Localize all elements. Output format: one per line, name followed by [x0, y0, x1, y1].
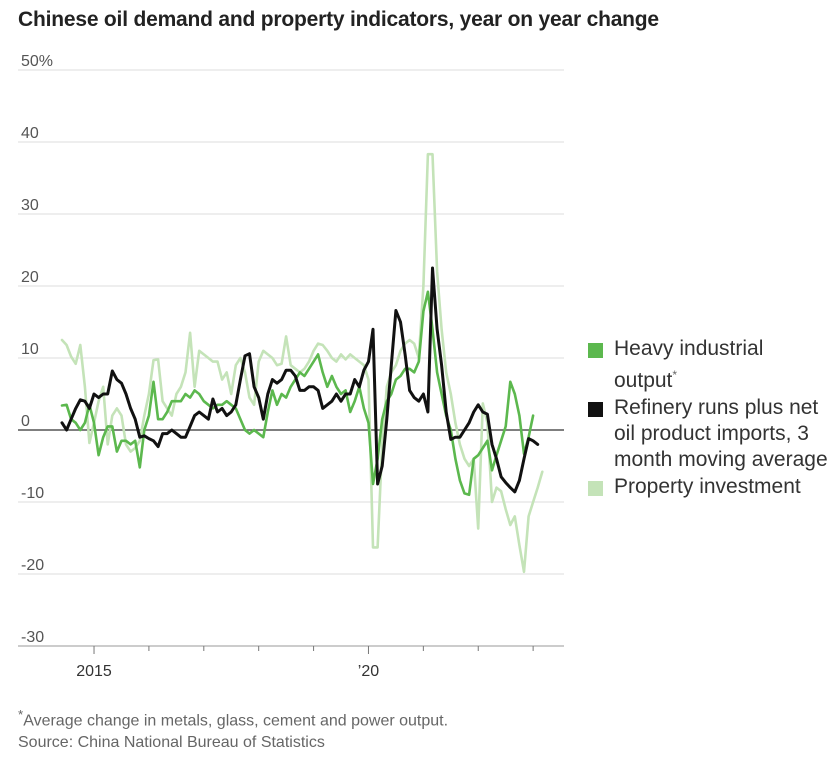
series-line-refinery-runs-plus-net-oil-product-imports-3-month-moving-average: [60, 266, 540, 494]
y-tick-label: 0: [21, 413, 30, 430]
chart-title: Chinese oil demand and property indicato…: [18, 8, 659, 31]
chart-plot-area: 50% 40 30 20 10 0 -10 -20 -30 2015 ’20: [18, 53, 564, 680]
series-line-heavy-industrial-output: [60, 290, 535, 497]
footnote-text: Average change in metals, glass, cement …: [23, 712, 449, 730]
gridlines: [18, 69, 564, 647]
y-tick-label: 20: [21, 269, 39, 286]
source-note: Source: China National Bureau of Statist…: [18, 734, 325, 751]
y-tick-label: -20: [21, 557, 44, 574]
y-tick-label: -30: [21, 629, 44, 646]
legend-item-heavy-industrial-output: Heavy industrial output*: [588, 336, 832, 394]
x-tick-label: ’20: [358, 663, 379, 680]
y-axis-labels: 50% 40 30 20 10 0 -10 -20 -30: [21, 53, 53, 646]
x-tick-label: 2015: [76, 663, 112, 680]
y-tick-label: -10: [21, 485, 44, 502]
legend-label: Heavy industrial output: [614, 337, 764, 392]
legend-item-refinery-runs: Refinery runs plus net oil product impor…: [588, 395, 832, 473]
legend-item-property-investment: Property investment: [588, 474, 832, 500]
legend: Heavy industrial output* Refinery runs p…: [588, 336, 832, 501]
legend-swatch-refinery-runs: [588, 402, 603, 417]
legend-swatch-property-investment: [588, 481, 603, 496]
footnote-marker: *: [18, 707, 24, 722]
y-tick-label: 30: [21, 197, 39, 214]
series-line-property-investment: [60, 152, 544, 574]
legend-footnote-marker: *: [672, 368, 678, 382]
y-tick-label: 40: [21, 125, 39, 142]
y-tick-label: 50%: [21, 53, 53, 70]
footnote: *Average change in metals, glass, cement…: [18, 707, 448, 730]
x-axis: 2015 ’20: [18, 645, 564, 680]
legend-swatch-heavy-industrial-output: [588, 343, 603, 358]
series-lines: [60, 152, 544, 574]
legend-label: Refinery runs plus net oil product impor…: [614, 396, 828, 471]
legend-label: Property investment: [614, 475, 801, 498]
y-tick-label: 10: [21, 341, 39, 358]
